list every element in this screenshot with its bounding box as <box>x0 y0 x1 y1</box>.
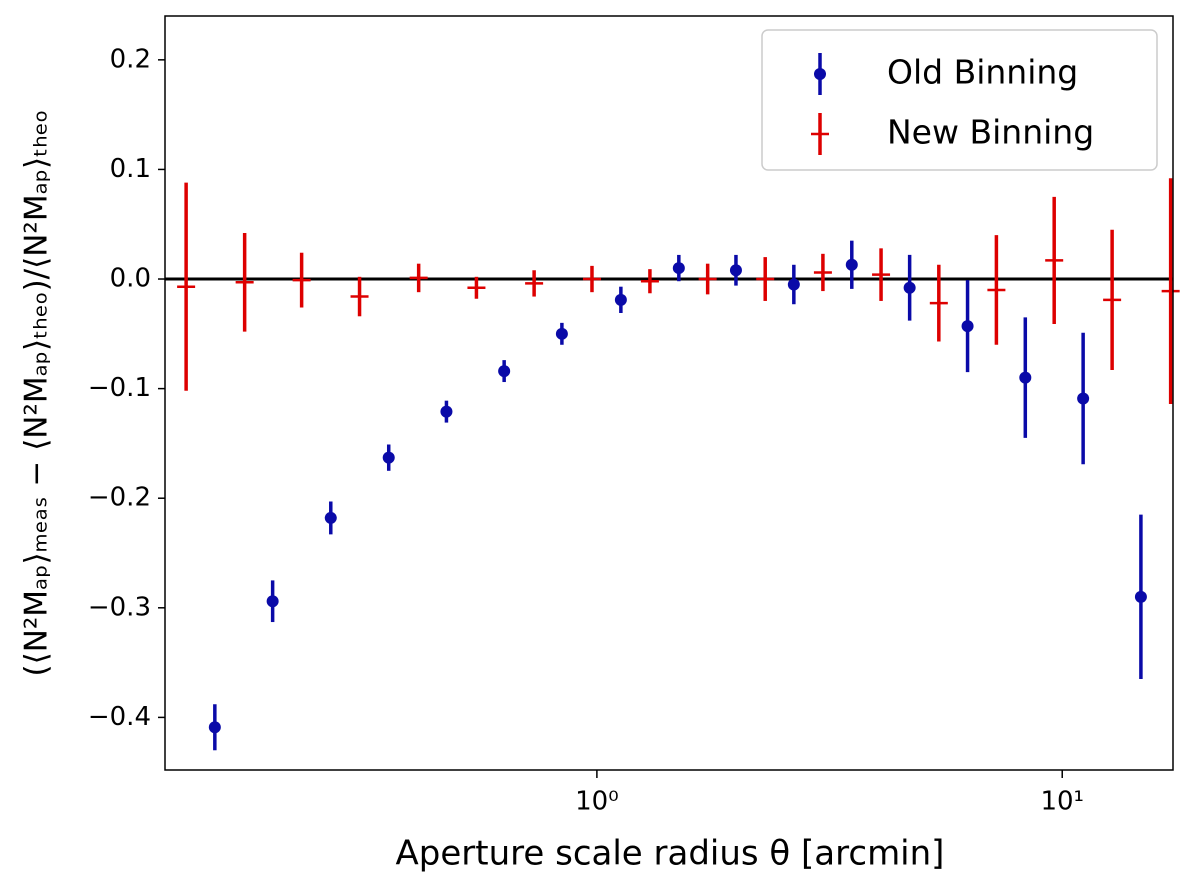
x-tick-label: 10⁰ <box>575 787 619 817</box>
data-point <box>266 595 279 608</box>
legend-swatch <box>814 68 826 80</box>
data-point <box>382 451 395 464</box>
y-tick-label: 0.2 <box>110 44 151 74</box>
y-axis-label: (⟨N²Mₐₚ⟩ₘₑₐₛ − ⟨N²Mₐₚ⟩ₜₕₑₒ)/⟨N²Mₐₚ⟩ₜₕₑₒ <box>19 109 55 676</box>
data-point <box>961 320 974 333</box>
data-point <box>729 264 742 277</box>
series <box>177 178 1180 404</box>
legend-label: New Binning <box>887 113 1094 152</box>
plot-frame <box>164 15 1174 771</box>
series <box>208 240 1147 751</box>
legend-box <box>761 29 1158 171</box>
x-axis-label: Aperture scale radius θ [arcmin] <box>396 834 945 874</box>
data-point <box>440 405 453 418</box>
x-tick-label: 10¹ <box>1040 787 1084 817</box>
legend-label: Old Binning <box>887 53 1078 92</box>
data-point <box>787 278 800 291</box>
data-point <box>498 365 511 378</box>
data-point <box>324 511 337 524</box>
y-tick-label: −0.3 <box>88 592 151 622</box>
data-point <box>555 327 568 340</box>
y-tick-label: 0.1 <box>110 154 151 184</box>
data-point <box>903 281 916 294</box>
data-point <box>614 293 627 306</box>
y-tick-label: −0.1 <box>88 373 151 403</box>
data-point <box>672 262 685 275</box>
y-tick-label: 0.0 <box>110 264 151 294</box>
data-point <box>845 258 858 271</box>
data-point <box>208 721 221 734</box>
y-tick-label: −0.4 <box>88 702 151 732</box>
data-point <box>1134 590 1147 603</box>
data-point <box>1077 392 1090 405</box>
data-point <box>1019 371 1032 384</box>
y-tick-label: −0.2 <box>88 483 151 513</box>
